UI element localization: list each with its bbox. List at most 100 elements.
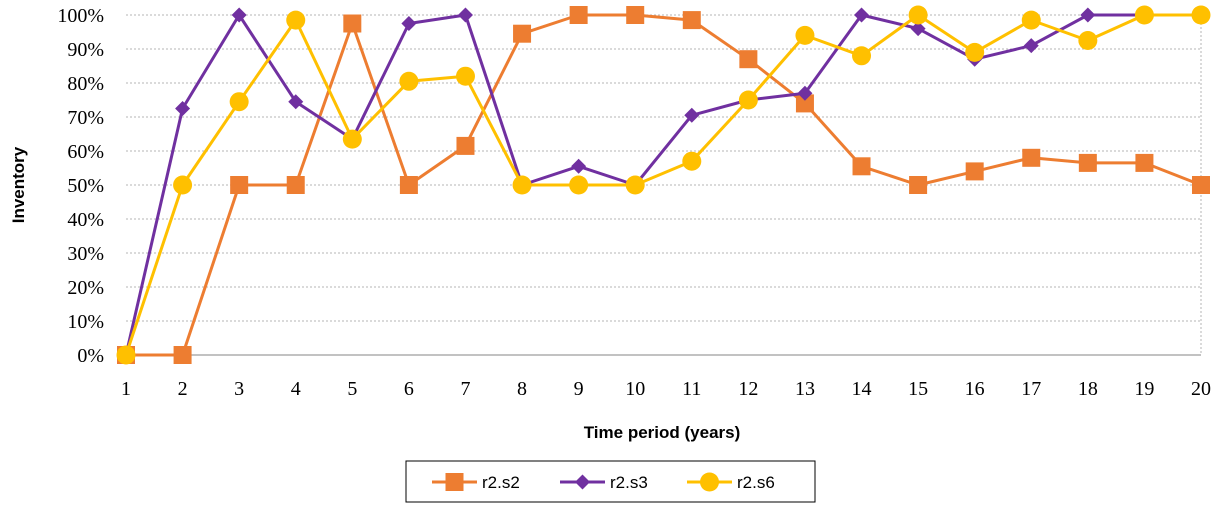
data-point <box>569 175 589 195</box>
data-point <box>401 16 417 31</box>
data-point <box>399 71 419 91</box>
data-point <box>569 6 588 24</box>
y-tick-label: 0% <box>77 345 104 367</box>
y-tick-label: 40% <box>67 209 104 231</box>
data-point <box>343 14 362 33</box>
series-line <box>126 13 1202 357</box>
y-tick-label: 20% <box>67 277 104 299</box>
data-point <box>231 7 247 23</box>
legend-swatch-marker <box>575 474 590 490</box>
series-line <box>124 13 1201 356</box>
data-point <box>457 7 473 23</box>
data-point <box>684 107 700 123</box>
x-tick-label: 15 <box>908 378 928 400</box>
data-point <box>342 129 362 149</box>
y-tick-label: 50% <box>67 175 104 197</box>
legend-swatch-marker <box>700 472 719 492</box>
data-point <box>173 175 193 195</box>
data-point <box>625 175 645 195</box>
x-axis-title: Time period (years) <box>584 423 741 442</box>
x-tick-label: 18 <box>1078 378 1098 400</box>
data-point <box>1080 7 1096 23</box>
y-tick-label: 70% <box>67 107 104 129</box>
data-point <box>571 158 587 174</box>
x-tick-label: 3 <box>234 378 244 400</box>
x-tick-label: 5 <box>347 378 357 400</box>
data-point <box>795 25 815 45</box>
x-tick-label: 10 <box>625 378 645 400</box>
x-tick-label: 6 <box>404 378 414 400</box>
data-point <box>116 345 136 365</box>
data-point <box>738 90 758 110</box>
data-point <box>682 151 702 171</box>
series-r2-s6 <box>116 5 1211 365</box>
data-point <box>229 92 249 112</box>
data-point <box>682 11 701 30</box>
data-point <box>1021 10 1041 30</box>
data-point <box>173 346 192 364</box>
x-tick-label: 16 <box>965 378 985 400</box>
data-point <box>1191 5 1211 25</box>
x-tick-label: 8 <box>517 378 527 400</box>
data-point <box>288 94 304 110</box>
data-point <box>854 7 870 23</box>
data-point <box>795 94 814 113</box>
y-tick-label: 10% <box>67 311 104 333</box>
data-point <box>852 157 871 176</box>
y-tick-label: 60% <box>67 141 104 163</box>
data-point <box>1078 31 1098 50</box>
data-point <box>512 175 532 195</box>
data-point <box>909 176 928 194</box>
series-line <box>124 13 1201 356</box>
y-axis-ticks: 0% 10% 20% 30% 40% 50% 60% 70% 80% 90% 100% <box>57 5 104 367</box>
data-point <box>965 42 985 62</box>
x-tick-label: 11 <box>682 378 701 400</box>
series-layer <box>116 5 1211 365</box>
legend-label: r2.s3 <box>610 473 648 492</box>
x-tick-label: 1 <box>121 378 131 400</box>
data-point <box>626 6 645 24</box>
y-tick-label: 90% <box>67 39 104 61</box>
y-tick-label: 100% <box>57 5 104 27</box>
y-axis-title: Inventory <box>9 146 28 223</box>
data-point <box>1078 153 1097 172</box>
x-tick-label: 14 <box>852 378 872 400</box>
x-tick-label: 17 <box>1021 378 1041 400</box>
legend-item: r2.s6 <box>687 472 775 492</box>
x-axis-ticks: 1 2 3 4 5 6 7 8 9 10 11 12 13 14 15 16 17 18 19 20 <box>121 378 1211 400</box>
legend-label: r2.s6 <box>737 473 775 492</box>
x-tick-label: 2 <box>178 378 188 400</box>
y-tick-label: 30% <box>67 243 104 265</box>
legend-item: r2.s2 <box>432 473 520 492</box>
y-tick-label: 80% <box>67 73 104 95</box>
legend-item: r2.s3 <box>560 473 648 492</box>
x-tick-label: 4 <box>291 378 301 400</box>
data-point <box>513 24 532 43</box>
data-point <box>1023 38 1039 54</box>
x-tick-label: 19 <box>1134 378 1154 400</box>
x-tick-label: 12 <box>738 378 758 400</box>
data-point <box>286 10 306 30</box>
data-point <box>399 176 418 194</box>
x-tick-label: 13 <box>795 378 815 400</box>
legend: r2.s2 r2.s3 r2.s6 <box>405 460 816 503</box>
data-point <box>965 162 984 181</box>
data-point <box>230 176 249 194</box>
data-point <box>1022 148 1041 167</box>
data-point <box>175 101 191 116</box>
data-point <box>1192 176 1210 194</box>
legend-label: r2.s2 <box>482 473 520 492</box>
data-point <box>852 46 872 66</box>
data-point <box>908 5 928 25</box>
x-tick-label: 20 <box>1191 378 1211 400</box>
x-tick-label: 7 <box>460 378 470 400</box>
data-point <box>797 85 813 101</box>
data-point <box>910 21 926 37</box>
series-r2-s2 <box>117 6 1210 364</box>
data-point <box>1134 5 1154 25</box>
data-point <box>456 136 475 155</box>
data-point <box>286 176 305 194</box>
legend-swatch-marker <box>445 473 464 491</box>
data-point <box>1135 153 1154 172</box>
